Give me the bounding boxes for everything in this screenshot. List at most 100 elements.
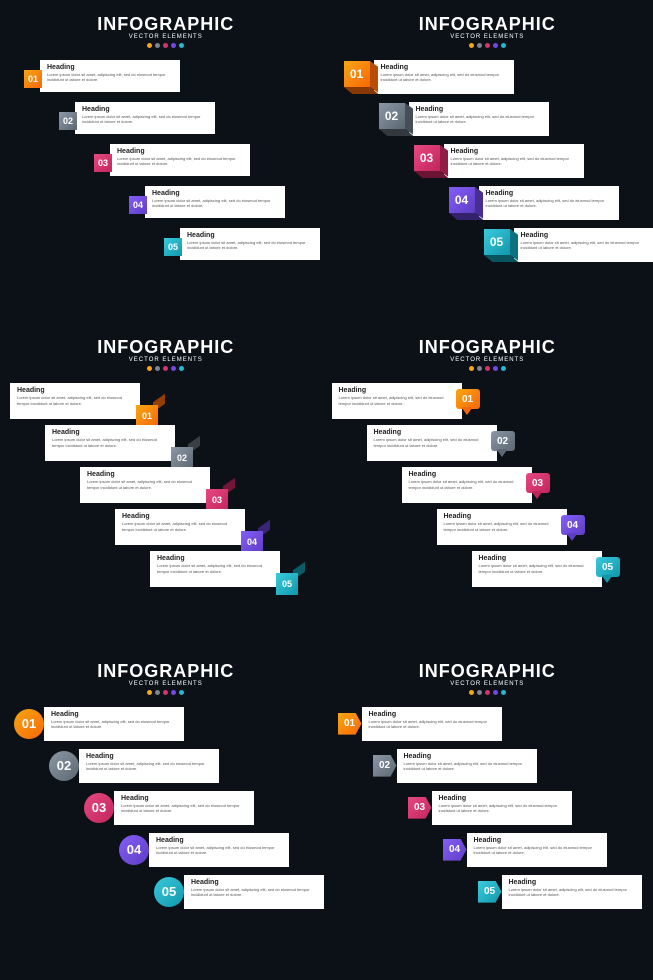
step-tab: 03 <box>94 154 112 172</box>
step-bubble: 01 <box>456 389 480 409</box>
step-heading: Heading <box>416 106 542 113</box>
step-card: HeadingLorem ipsum dolor sit amet, adipi… <box>374 60 514 94</box>
step-item: HeadingLorem ipsum dolor sit amet, adipi… <box>332 383 502 417</box>
step-number: 04 <box>443 839 467 861</box>
step-heading: Heading <box>374 429 490 436</box>
step-number: 04 <box>561 515 585 535</box>
step-item: HeadingLorem ipsum dolor sit amet, adipi… <box>80 467 250 501</box>
decorative-dots <box>147 366 184 371</box>
step-heading: Heading <box>17 387 133 394</box>
panel-title: INFOGRAPHIC <box>419 661 556 682</box>
step-heading: Heading <box>409 471 525 478</box>
panel-subtitle: VECTOR ELEMENTS <box>129 357 203 363</box>
step-heading: Heading <box>444 513 560 520</box>
step-card: HeadingLorem ipsum dolor sit amet, adipi… <box>514 228 653 262</box>
items-list: HeadingLorem ipsum dolor sit amet, adipi… <box>332 707 644 917</box>
step-body: Lorem ipsum dolor sit amet, adipiscing e… <box>521 240 647 250</box>
step-heading: Heading <box>117 148 243 155</box>
step-box3d: 03 <box>414 145 446 177</box>
step-card: HeadingLorem ipsum dolor sit amet, adipi… <box>150 551 280 587</box>
step-body: Lorem ipsum dolor sit amet, adipiscing e… <box>439 803 565 813</box>
dot <box>171 43 176 48</box>
step-number: 01 <box>14 709 44 739</box>
step-number: 04 <box>119 835 149 865</box>
step-number: 05 <box>154 877 184 907</box>
step-item: HeadingLorem ipsum dolor sit amet, adipi… <box>472 551 642 585</box>
dot <box>469 366 474 371</box>
step-bubble: 03 <box>526 473 550 493</box>
step-number: 03 <box>408 797 432 819</box>
dot <box>171 366 176 371</box>
step-body: Lorem ipsum dolor sit amet, adipiscing e… <box>82 114 208 124</box>
step-number: 01 <box>338 713 362 735</box>
step-body: Lorem ipsum dolor sit amet, adipiscing e… <box>369 719 495 729</box>
step-item: HeadingLorem ipsum dolor sit amet, adipi… <box>80 791 250 825</box>
step-item: HeadingLorem ipsum dolor sit amet, adipi… <box>45 425 215 459</box>
step-pentagon: 05 <box>478 881 502 903</box>
dot <box>493 366 498 371</box>
dot <box>155 690 160 695</box>
step-tab: 04 <box>129 196 147 214</box>
step-heading: Heading <box>451 148 577 155</box>
step-number: 01 <box>456 389 480 409</box>
step-body: Lorem ipsum dolor sit amet, adipiscing e… <box>156 845 282 855</box>
step-pentagon: 01 <box>338 713 362 735</box>
step-body: Lorem ipsum dolor sit amet, adipiscing e… <box>87 479 203 489</box>
step-item: HeadingLorem ipsum dolor sit amet, adipi… <box>332 707 502 741</box>
step-card: HeadingLorem ipsum dolor sit amet, adipi… <box>80 467 210 503</box>
step-body: Lorem ipsum dolor sit amet, adipiscing e… <box>509 887 635 897</box>
step-body: Lorem ipsum dolor sit amet, adipiscing e… <box>474 845 600 855</box>
step-body: Lorem ipsum dolor sit amet, adipiscing e… <box>191 887 317 897</box>
step-number: 04 <box>241 531 263 553</box>
step-heading: Heading <box>152 190 278 197</box>
step-body: Lorem ipsum dolor sit amet, adipiscing e… <box>17 395 133 405</box>
step-body: Lorem ipsum dolor sit amet, adipiscing e… <box>117 156 243 166</box>
step-number: 05 <box>596 557 620 577</box>
dot <box>501 690 506 695</box>
step-box3d: 04 <box>449 187 481 219</box>
step-bubble: 02 <box>491 431 515 451</box>
dot <box>147 43 152 48</box>
infographic-panel: INFOGRAPHICVECTOR ELEMENTSHeadingLorem i… <box>332 333 644 646</box>
step-item: HeadingLorem ipsum dolor sit amet, adipi… <box>472 228 642 262</box>
decorative-dots <box>147 43 184 48</box>
panel-title: INFOGRAPHIC <box>97 661 234 682</box>
step-number: 03 <box>84 793 114 823</box>
step-item: HeadingLorem ipsum dolor sit amet, adipi… <box>472 875 642 909</box>
step-card: HeadingLorem ipsum dolor sit amet, adipi… <box>444 144 584 178</box>
dot <box>477 366 482 371</box>
step-item: HeadingLorem ipsum dolor sit amet, adipi… <box>115 186 285 220</box>
step-item: HeadingLorem ipsum dolor sit amet, adipi… <box>332 60 502 94</box>
step-heading: Heading <box>381 64 507 71</box>
panel-subtitle: VECTOR ELEMENTS <box>450 357 524 363</box>
step-body: Lorem ipsum dolor sit amet, adipiscing e… <box>86 761 212 771</box>
step-body: Lorem ipsum dolor sit amet, adipiscing e… <box>381 72 507 82</box>
step-card: HeadingLorem ipsum dolor sit amet, adipi… <box>502 875 642 909</box>
step-number: 05 <box>276 573 298 595</box>
step-item: HeadingLorem ipsum dolor sit amet, adipi… <box>45 102 215 136</box>
step-card: HeadingLorem ipsum dolor sit amet, adipi… <box>180 228 320 260</box>
step-body: Lorem ipsum dolor sit amet, adipiscing e… <box>152 198 278 208</box>
step-tab: 01 <box>24 70 42 88</box>
step-body: Lorem ipsum dolor sit amet, adipiscing e… <box>416 114 542 124</box>
step-heading: Heading <box>369 711 495 718</box>
step-number: 05 <box>164 238 182 256</box>
items-list: HeadingLorem ipsum dolor sit amet, adipi… <box>10 60 322 270</box>
step-heading: Heading <box>82 106 208 113</box>
panel-title: INFOGRAPHIC <box>419 337 556 358</box>
step-item: HeadingLorem ipsum dolor sit amet, adipi… <box>367 102 537 136</box>
step-heading: Heading <box>509 879 635 886</box>
step-item: HeadingLorem ipsum dolor sit amet, adipi… <box>150 228 320 262</box>
panel-subtitle: VECTOR ELEMENTS <box>450 34 524 40</box>
dot <box>469 690 474 695</box>
step-card: HeadingLorem ipsum dolor sit amet, adipi… <box>184 875 324 909</box>
step-body: Lorem ipsum dolor sit amet, adipiscing e… <box>444 521 560 531</box>
dot <box>493 690 498 695</box>
step-number: 02 <box>373 755 397 777</box>
step-number: 04 <box>129 196 147 214</box>
decorative-dots <box>469 690 506 695</box>
step-body: Lorem ipsum dolor sit amet, adipiscing e… <box>52 437 168 447</box>
dot <box>155 43 160 48</box>
items-list: HeadingLorem ipsum dolor sit amet, adipi… <box>10 383 322 593</box>
dot <box>501 366 506 371</box>
